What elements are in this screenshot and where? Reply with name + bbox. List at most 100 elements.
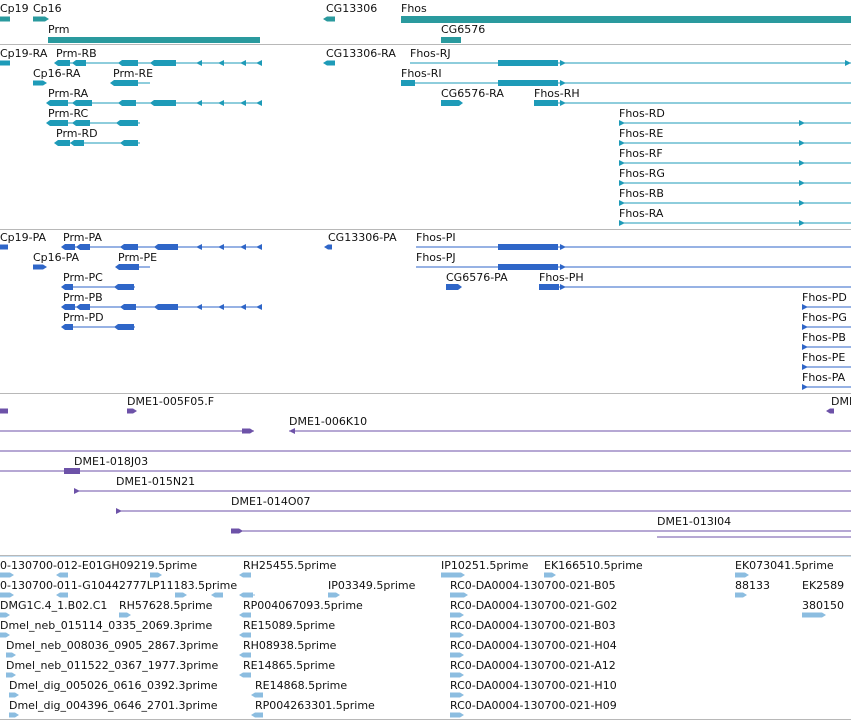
strand-arrow-left-icon[interactable] (240, 244, 246, 250)
strand-arrow-left-icon[interactable] (239, 592, 243, 598)
strand-arrow-right-icon[interactable] (10, 592, 14, 598)
strand-arrow-right-icon[interactable] (460, 672, 464, 678)
feature-exon[interactable] (154, 60, 176, 66)
feature-label[interactable]: Fhos-RB (619, 187, 664, 200)
feature-label[interactable]: Fhos-PD (802, 291, 847, 304)
feature-exon[interactable] (120, 120, 138, 126)
strand-arrow-left-icon[interactable] (72, 120, 76, 126)
feature-exon[interactable] (50, 100, 68, 106)
feature-label[interactable]: Prm (48, 23, 70, 36)
feature-label[interactable]: Fhos-PE (802, 351, 846, 364)
feature-label[interactable]: Fhos-RF (619, 147, 663, 160)
feature-label[interactable]: RC0-DA0004-130700-021-H09 (450, 699, 617, 712)
strand-arrow-right-icon[interactable] (116, 508, 122, 514)
strand-arrow-left-icon[interactable] (120, 304, 124, 310)
feature-label[interactable]: 0-130700-011-G10442777LP11183.5prime (0, 579, 238, 592)
strand-arrow-left-icon[interactable] (72, 60, 76, 66)
feature-label[interactable]: Prm-PB (63, 291, 103, 304)
feature-label[interactable]: RC0-DA0004-130700-021-H04 (450, 639, 617, 652)
feature-exon[interactable] (544, 572, 552, 578)
strand-arrow-right-icon[interactable] (619, 120, 625, 126)
feature-exon[interactable] (60, 592, 68, 598)
feature-exon[interactable] (243, 672, 251, 678)
feature-exon[interactable] (243, 652, 251, 658)
strand-arrow-left-icon[interactable] (239, 632, 243, 638)
feature-exon[interactable] (446, 284, 458, 290)
strand-arrow-right-icon[interactable] (560, 284, 566, 290)
feature-exon[interactable] (48, 37, 260, 43)
feature-label[interactable]: DME1-005F05.F (127, 395, 215, 408)
feature-label[interactable]: Fhos-RG (619, 167, 665, 180)
feature-exon[interactable] (0, 592, 10, 598)
feature-label[interactable]: RH08938.5prime (243, 639, 337, 652)
strand-arrow-left-icon[interactable] (150, 60, 154, 66)
strand-arrow-left-icon[interactable] (323, 60, 327, 66)
strand-arrow-left-icon[interactable] (154, 304, 158, 310)
strand-arrow-left-icon[interactable] (323, 16, 327, 22)
feature-label[interactable]: IP03349.5prime (328, 579, 416, 592)
feature-exon[interactable] (242, 428, 250, 434)
feature-label[interactable]: DME1-013I04 (657, 515, 732, 528)
strand-arrow-left-icon[interactable] (46, 100, 50, 106)
feature-label[interactable]: Dmel_neb_011522_0367_1977.3prime (6, 659, 219, 672)
feature-exon[interactable] (158, 304, 178, 310)
strand-arrow-left-icon[interactable] (116, 120, 120, 126)
strand-arrow-left-icon[interactable] (114, 324, 118, 330)
feature-exon[interactable] (9, 692, 15, 698)
feature-exon[interactable] (50, 120, 68, 126)
strand-arrow-right-icon[interactable] (460, 612, 464, 618)
feature-exon[interactable] (65, 304, 75, 310)
feature-exon[interactable] (498, 264, 558, 270)
feature-exon[interactable] (255, 712, 263, 718)
feature-exon[interactable] (450, 592, 464, 598)
strand-arrow-left-icon[interactable] (61, 324, 65, 330)
feature-exon[interactable] (0, 612, 6, 618)
feature-label[interactable]: RE14868.5prime (255, 679, 348, 692)
strand-arrow-right-icon[interactable] (552, 572, 556, 578)
feature-label[interactable]: RE15089.5prime (243, 619, 336, 632)
strand-arrow-left-icon[interactable] (54, 140, 58, 146)
feature-label[interactable]: DME1-018J03 (74, 455, 149, 468)
strand-arrow-right-icon[interactable] (239, 528, 243, 534)
strand-arrow-right-icon[interactable] (619, 200, 625, 206)
feature-label[interactable]: Fhos-PG (802, 311, 847, 324)
strand-arrow-left-icon[interactable] (118, 100, 122, 106)
strand-arrow-right-icon[interactable] (460, 712, 464, 718)
feature-exon[interactable] (65, 284, 73, 290)
strand-arrow-left-icon[interactable] (256, 244, 262, 250)
strand-arrow-right-icon[interactable] (460, 692, 464, 698)
strand-arrow-left-icon[interactable] (239, 612, 243, 618)
feature-label[interactable]: Prm-PA (63, 231, 102, 244)
feature-label[interactable]: Dmel_neb_008036_0905_2867.3prime (6, 639, 219, 652)
strand-arrow-right-icon[interactable] (12, 652, 16, 658)
feature-label[interactable]: RC0-DA0004-130700-021-H10 (450, 679, 617, 692)
feature-label[interactable]: Cp16-RA (33, 67, 81, 80)
feature-label[interactable]: Prm-RA (48, 87, 89, 100)
feature-label[interactable]: Cp19 (0, 2, 29, 15)
feature-label[interactable]: Fhos-RE (619, 127, 664, 140)
feature-label[interactable]: 380150 (802, 599, 844, 612)
feature-exon[interactable] (80, 304, 90, 310)
feature-exon[interactable] (6, 652, 12, 658)
feature-label[interactable]: Fhos-PJ (416, 251, 456, 264)
feature-exon[interactable] (450, 612, 460, 618)
strand-arrow-left-icon[interactable] (218, 60, 224, 66)
feature-exon[interactable] (735, 592, 743, 598)
strand-arrow-right-icon[interactable] (560, 100, 566, 106)
strand-arrow-right-icon[interactable] (458, 284, 462, 290)
strand-arrow-left-icon[interactable] (110, 80, 114, 86)
strand-arrow-left-icon[interactable] (211, 592, 215, 598)
feature-label[interactable]: Dmel_dig_005026_0616_0392.3prime (9, 679, 218, 692)
feature-exon[interactable] (498, 60, 558, 66)
strand-arrow-left-icon[interactable] (154, 244, 158, 250)
feature-label[interactable]: RC0-DA0004-130700-021-G02 (450, 599, 618, 612)
strand-arrow-right-icon[interactable] (802, 324, 808, 330)
feature-exon[interactable] (450, 712, 460, 718)
strand-arrow-left-icon[interactable] (196, 60, 202, 66)
feature-exon[interactable] (127, 408, 133, 414)
feature-label[interactable]: IP10251.5prime (441, 559, 529, 572)
feature-exon[interactable] (450, 652, 460, 658)
strand-arrow-left-icon[interactable] (239, 572, 243, 578)
feature-label[interactable]: 88133 (735, 579, 770, 592)
feature-label[interactable]: RC0-DA0004-130700-021-B03 (450, 619, 616, 632)
